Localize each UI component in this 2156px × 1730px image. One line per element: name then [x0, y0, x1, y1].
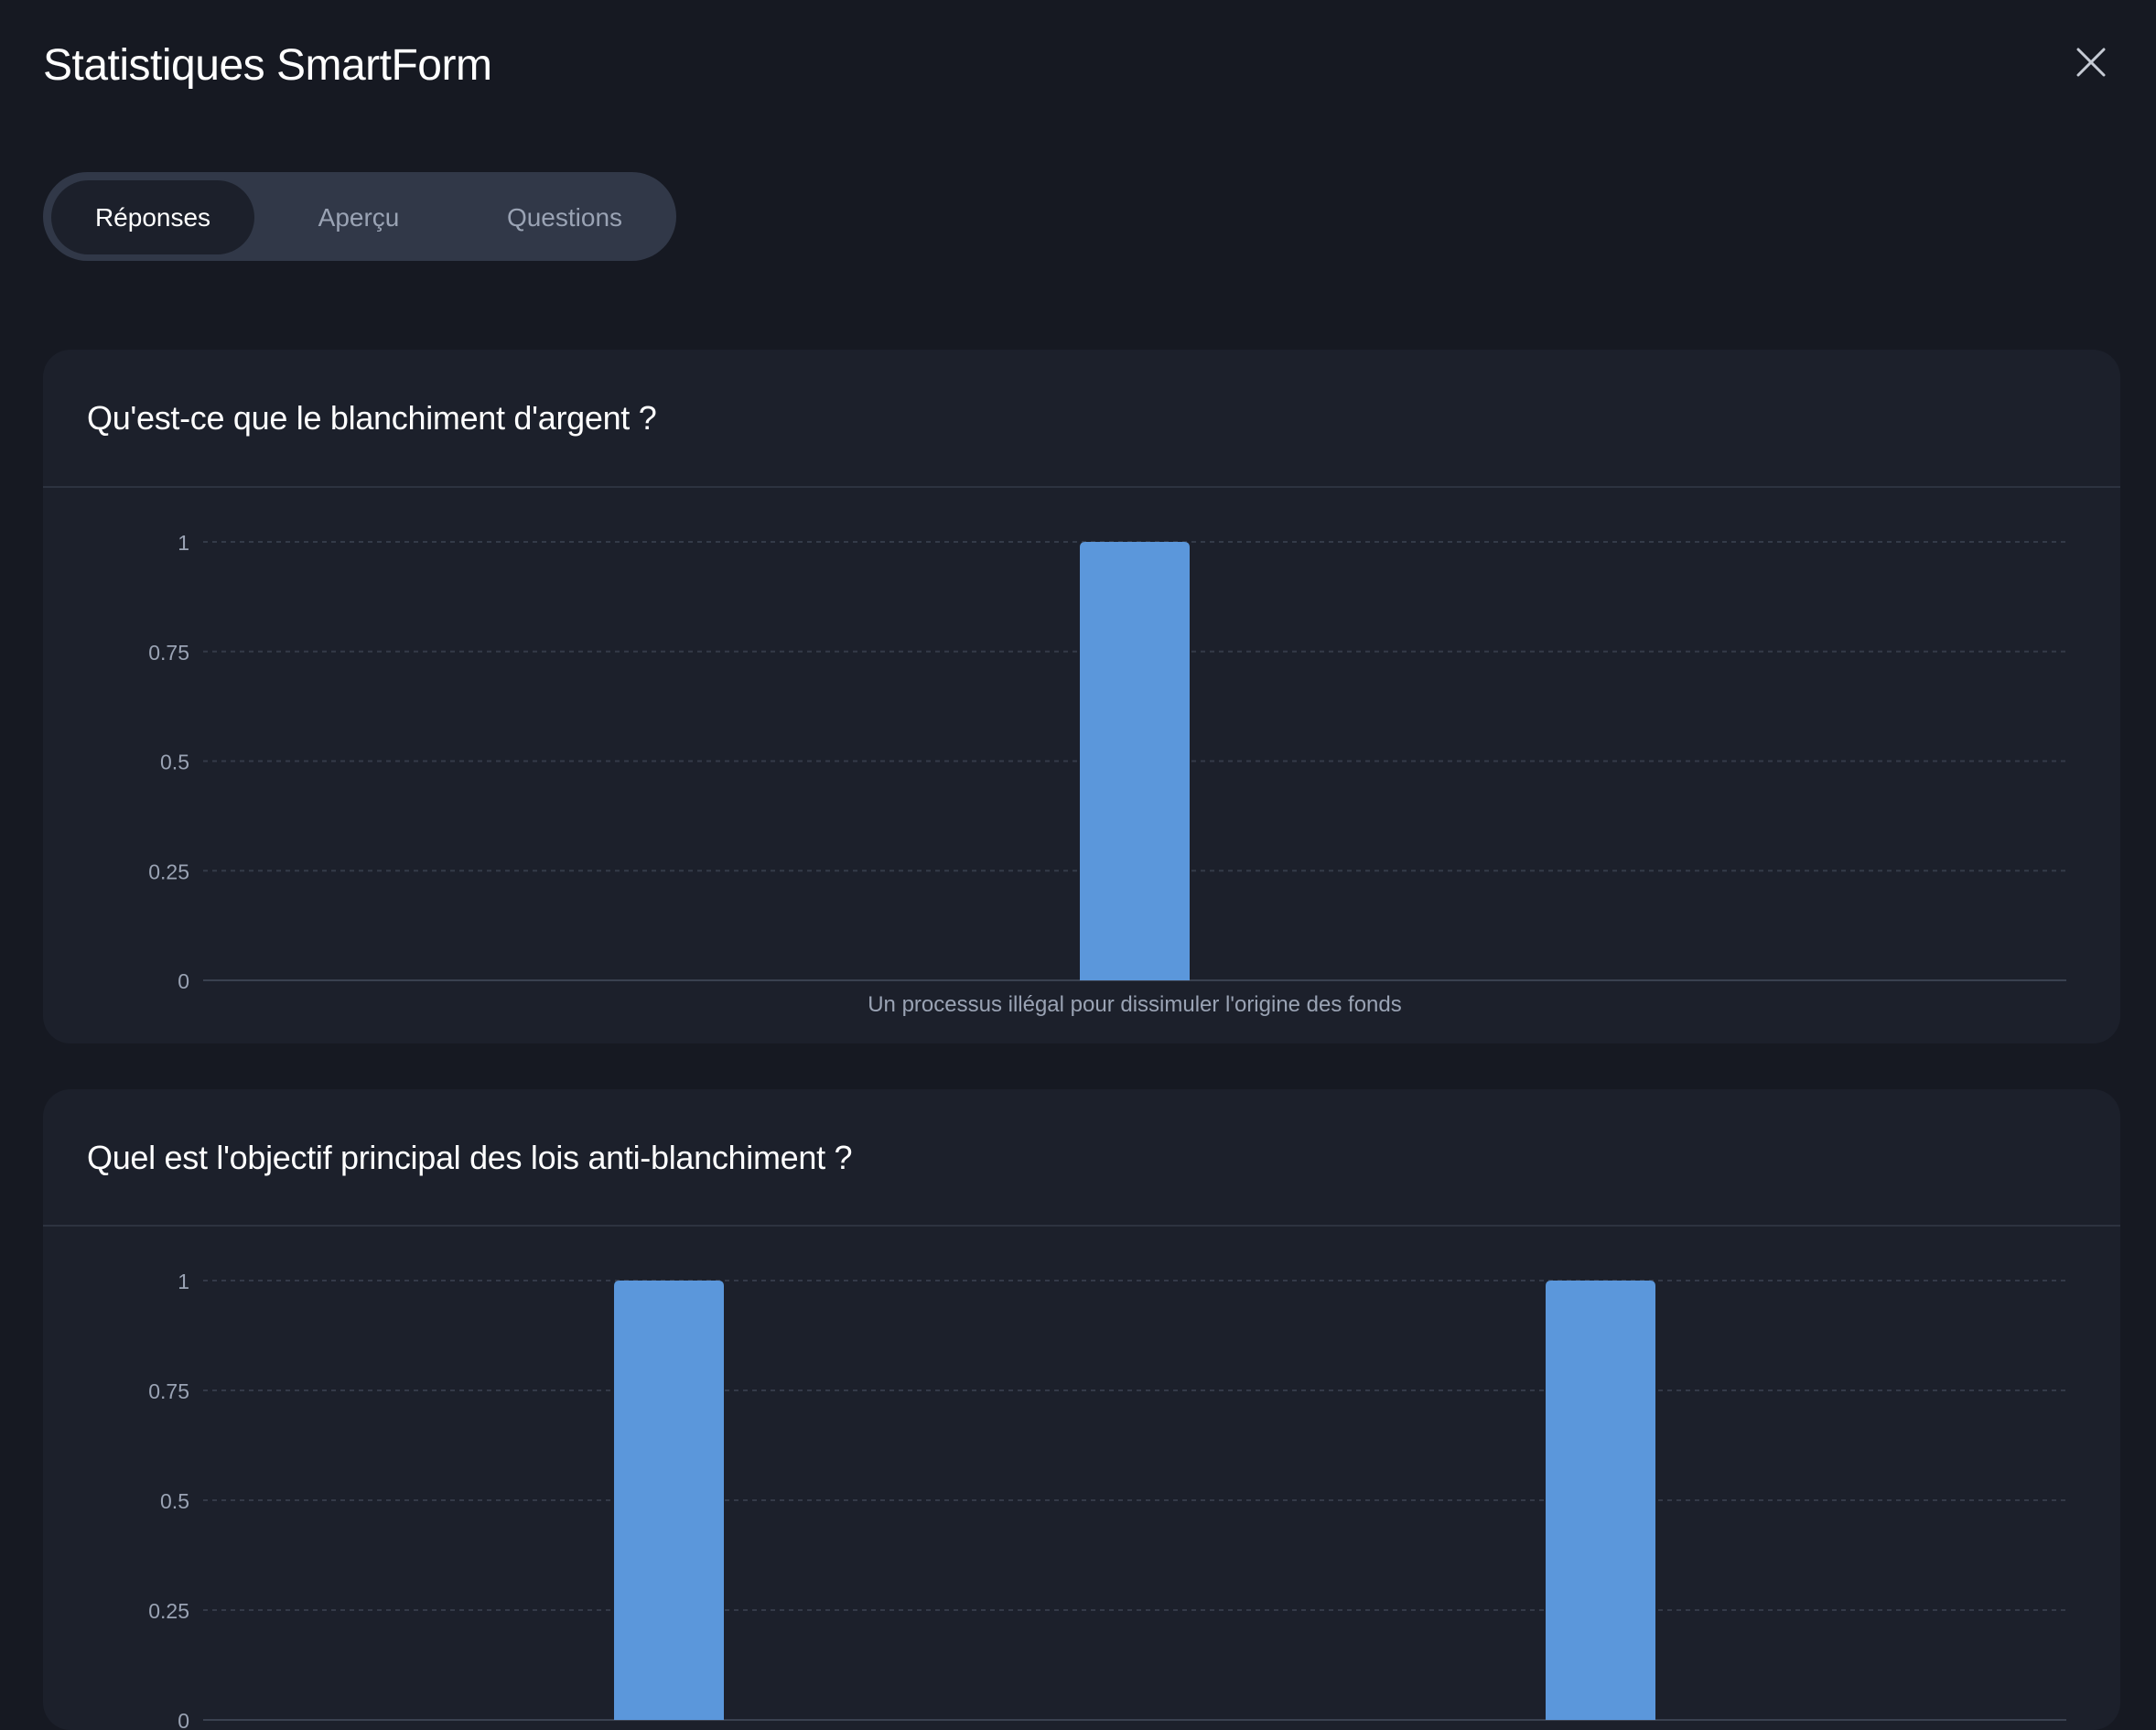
y-tick-label: 0.5	[160, 1489, 189, 1513]
question-title: Qu'est-ce que le blanchiment d'argent ?	[87, 399, 657, 437]
y-tick-label: 0.75	[148, 641, 189, 665]
y-tick-label: 0.25	[148, 860, 189, 883]
divider	[43, 1225, 2120, 1227]
y-tick-label: 0.25	[148, 1599, 189, 1623]
tab-questions[interactable]: Questions	[506, 203, 623, 232]
question-card: Quel est l'objectif principal des lois a…	[43, 1089, 2120, 1730]
page-title: Statistiques SmartForm	[43, 41, 492, 90]
y-tick-label: 0	[178, 969, 189, 993]
close-icon[interactable]	[2075, 47, 2107, 78]
y-tick-label: 0	[178, 1709, 189, 1730]
bar-chart: 0 0.25 0.5 0.75 1 Un processus illégal pour d…	[148, 531, 2066, 1017]
bar	[614, 1281, 724, 1720]
bar-chart: 0 0.25 0.5 0.75 1	[148, 1270, 2066, 1730]
question-card: Qu'est-ce que le blanchiment d'argent ? …	[43, 350, 2120, 1043]
tab-apercu[interactable]: Aperçu	[318, 203, 400, 232]
tab-bar: Réponses Aperçu Questions	[43, 172, 676, 261]
divider	[43, 486, 2120, 488]
y-tick-label: 1	[178, 531, 189, 555]
bar	[1546, 1281, 1655, 1720]
tab-reponses[interactable]: Réponses	[51, 180, 254, 254]
y-tick-label: 1	[178, 1270, 189, 1293]
y-tick-label: 0.5	[160, 751, 189, 774]
question-title: Quel est l'objectif principal des lois a…	[87, 1139, 853, 1176]
x-tick-label: Un processus illégal pour dissimuler l'o…	[868, 992, 1402, 1017]
bar	[1080, 542, 1190, 980]
y-tick-label: 0.75	[148, 1379, 189, 1403]
